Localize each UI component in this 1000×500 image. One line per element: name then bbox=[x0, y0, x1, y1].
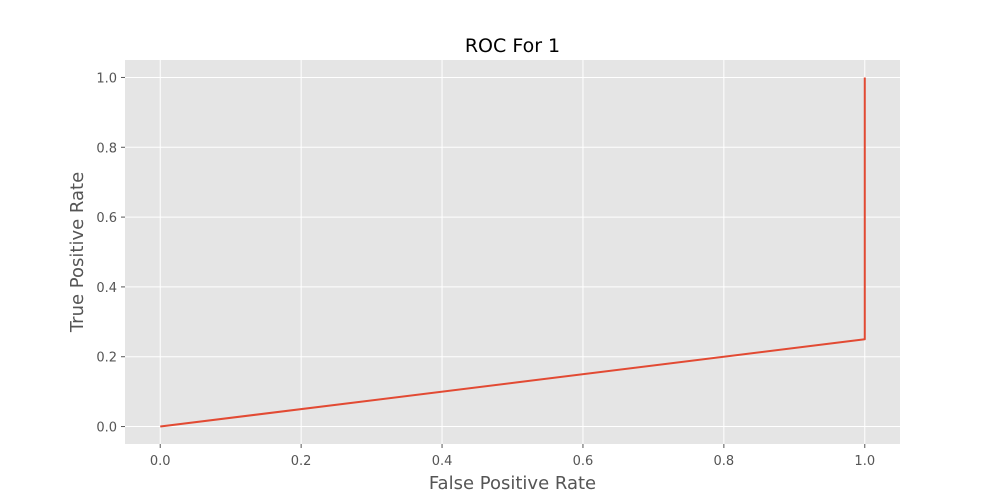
x-tick-label: 1.0 bbox=[854, 454, 875, 469]
x-tick-label: 0.0 bbox=[150, 454, 171, 469]
y-tick-label: 0.4 bbox=[96, 281, 117, 296]
plot-area bbox=[125, 60, 900, 444]
y-tick-label: 0.2 bbox=[96, 351, 117, 366]
y-axis-label: True Positive Rate bbox=[67, 172, 88, 333]
series-layer bbox=[160, 77, 866, 428]
roc-curve-line bbox=[160, 77, 866, 428]
y-gridlines bbox=[125, 76, 900, 428]
chart-title: ROC For 1 bbox=[465, 35, 560, 57]
x-axis-label: False Positive Rate bbox=[429, 473, 596, 494]
x-axis-ticks: 0.0 0.2 0.4 0.6 0.8 1.0 bbox=[150, 444, 875, 469]
y-axis-ticks: 0.0 0.2 0.4 0.6 0.8 1.0 bbox=[96, 71, 125, 436]
y-tick-label: 0.0 bbox=[96, 421, 117, 436]
y-tick-label: 0.8 bbox=[96, 141, 117, 156]
y-tick-label: 1.0 bbox=[96, 71, 117, 86]
x-tick-label: 0.2 bbox=[291, 454, 312, 469]
x-tick-label: 0.8 bbox=[714, 454, 735, 469]
x-tick-label: 0.4 bbox=[432, 454, 453, 469]
y-tick-label: 0.6 bbox=[96, 211, 117, 226]
x-tick-label: 0.6 bbox=[573, 454, 594, 469]
